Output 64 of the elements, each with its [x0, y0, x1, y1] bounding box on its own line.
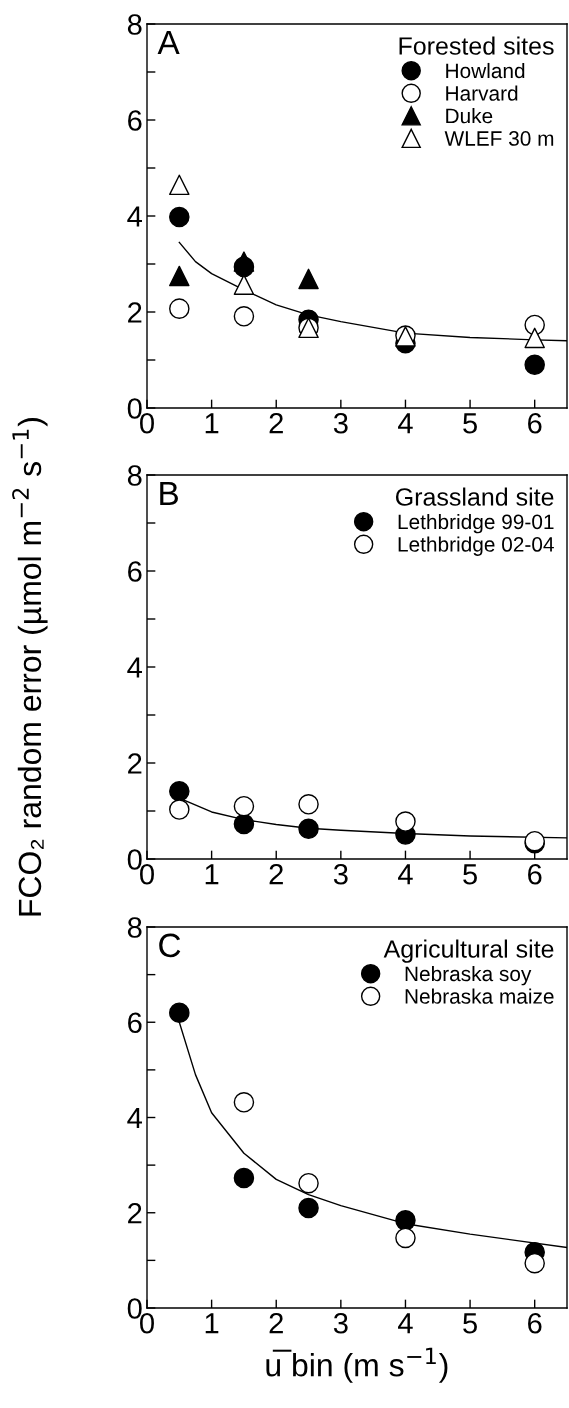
annotation: B [160, 481, 178, 505]
y-tick-label: 8 [127, 465, 142, 486]
y-tick-label: 2 [128, 753, 142, 774]
point [169, 781, 190, 802]
y-axis-title: FCO₂ random error (µmol m$^{−2}$ s$^{−1}$) [12, 418, 48, 916]
point [169, 206, 190, 228]
x-tick-label: 5 [463, 864, 477, 885]
legend-label: Nebraska soy [405, 965, 532, 986]
x-tick-label: 4 [398, 864, 413, 885]
annotation: A [157, 30, 180, 54]
point [524, 354, 545, 376]
x-axis-title: u̅ bin (m s$^{−1}$) [266, 1347, 448, 1383]
point [169, 265, 190, 287]
y-tick-label: 6 [128, 1012, 142, 1034]
point [233, 813, 255, 835]
x-tick-label: 5 [463, 1313, 477, 1334]
annotation: C [159, 933, 181, 958]
x-tick-label: 1 [205, 864, 219, 885]
y-tick-label: 4 [127, 657, 142, 678]
y-tick-label: 6 [128, 110, 142, 131]
x-tick-label: 5 [463, 413, 477, 434]
x-tick-label: 3 [333, 1312, 348, 1334]
point [169, 1002, 190, 1023]
point [298, 1197, 319, 1219]
x-tick-label: 2 [269, 1312, 283, 1334]
y-tick-label: 2 [128, 1202, 142, 1224]
point [395, 811, 416, 832]
x-tick-label: 2 [269, 863, 283, 885]
y-tick-label: 8 [127, 917, 142, 938]
legend-label: Nebraska maize [405, 988, 554, 1004]
legend-title: Forested sites [399, 36, 554, 55]
point [524, 327, 545, 349]
y-tick-label: 0 [127, 398, 142, 419]
x-tick-label: 2 [269, 412, 283, 434]
legend-label: Harvard [446, 85, 518, 101]
legend-title: Agricultural site [383, 939, 554, 963]
x-tick-label: 6 [528, 863, 542, 885]
legend-title: Grassland site [395, 487, 554, 506]
y-tick-label: 4 [127, 206, 142, 227]
y-tick-label: 2 [128, 302, 142, 323]
y-tick-label: 4 [127, 1108, 142, 1129]
x-tick-label: 1 [205, 1313, 219, 1334]
legend-label: Lethbridge 02-04 [398, 536, 554, 556]
point [298, 818, 319, 840]
point [233, 251, 255, 272]
legend-label: Duke [446, 108, 493, 124]
point [233, 1167, 255, 1189]
y-tick-label: 8 [127, 14, 142, 35]
point [395, 1210, 416, 1231]
x-tick-label: 4 [398, 1313, 413, 1334]
legend-label: WLEF 30 m [444, 131, 554, 146]
x-tick-label: 1 [205, 413, 219, 434]
x-tick-label: 3 [333, 863, 348, 885]
x-tick-label: 6 [528, 412, 542, 434]
y-tick-label: 0 [127, 1298, 142, 1319]
legend-label: Lethbridge 99-01 [398, 513, 554, 534]
x-tick-label: 3 [333, 412, 348, 434]
y-tick-label: 6 [128, 561, 142, 582]
x-tick-label: 6 [528, 1312, 542, 1334]
y-tick-label: 0 [127, 849, 142, 870]
point [524, 1252, 545, 1274]
point [298, 268, 319, 290]
x-tick-label: 4 [398, 413, 413, 434]
legend-label: Howland [446, 62, 525, 79]
